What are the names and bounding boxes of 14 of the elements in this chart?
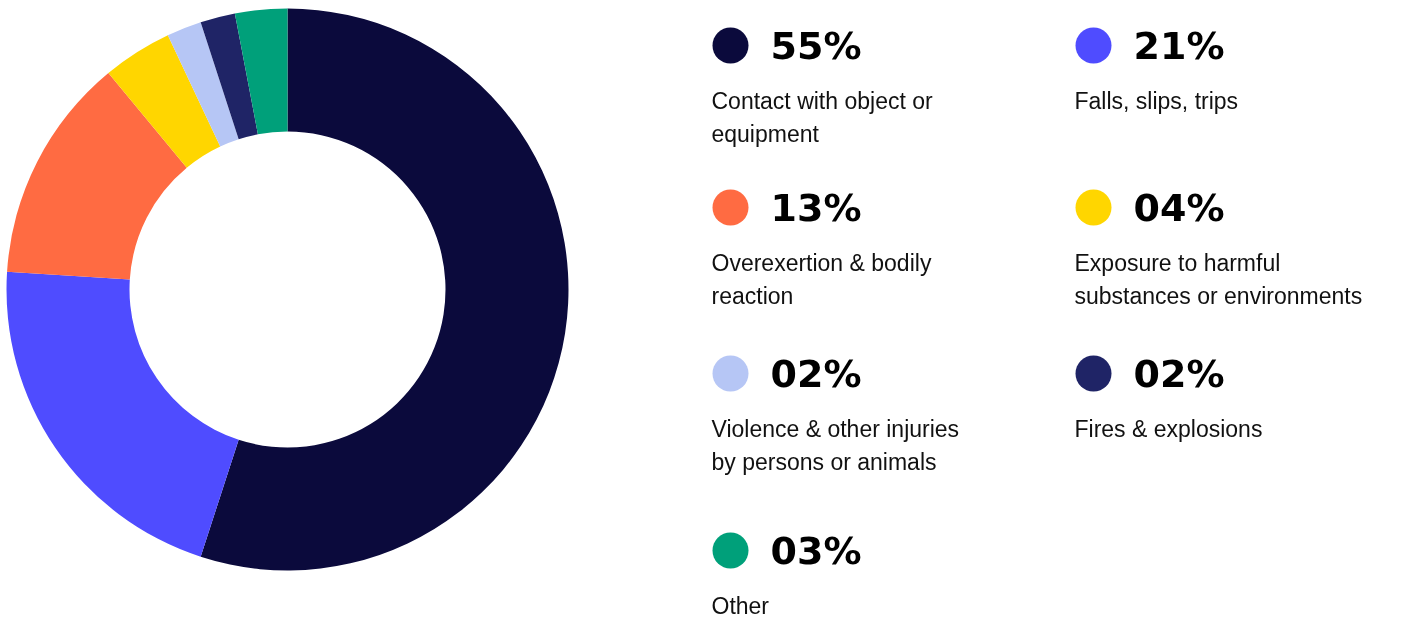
legend-label: Other bbox=[711, 592, 770, 619]
legend-label: Violence & other injuries by persons or animals bbox=[711, 415, 960, 476]
data-label: 13% bbox=[770, 185, 862, 230]
legend-label: Exposure to harmful substances or environments bbox=[1074, 249, 1363, 310]
data-label: 55% bbox=[770, 23, 862, 68]
data-label: 03% bbox=[770, 528, 862, 573]
data-label: 21% bbox=[1133, 23, 1225, 68]
legend-label: Fires & explosions bbox=[1074, 415, 1263, 442]
legend-label: Overexertion & bodily reaction bbox=[711, 249, 932, 310]
data-label: 04% bbox=[1133, 185, 1225, 230]
legend-label: Falls, slips, trips bbox=[1074, 87, 1239, 114]
data-label: 02% bbox=[770, 351, 862, 396]
legend-label: Contact with object or equipment bbox=[711, 87, 933, 148]
data-label: 02% bbox=[1133, 351, 1225, 396]
